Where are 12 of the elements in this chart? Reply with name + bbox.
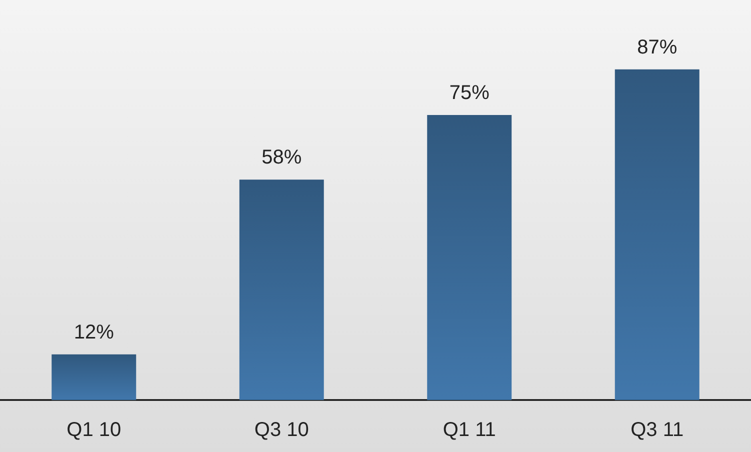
data-label: 58% — [262, 146, 302, 169]
data-label: 87% — [637, 36, 678, 58]
x-tick-label: Q1 11 — [442, 419, 496, 441]
x-tick-label: Q3 10 — [254, 419, 309, 441]
bar — [52, 354, 136, 400]
data-label: 75% — [449, 82, 490, 104]
data-label: 12% — [74, 321, 114, 344]
x-tick-label: Q3 11 — [630, 419, 684, 441]
bar — [427, 115, 512, 400]
bar — [614, 69, 700, 400]
bar — [239, 180, 324, 400]
x-tick-label: Q1 10 — [66, 419, 122, 441]
